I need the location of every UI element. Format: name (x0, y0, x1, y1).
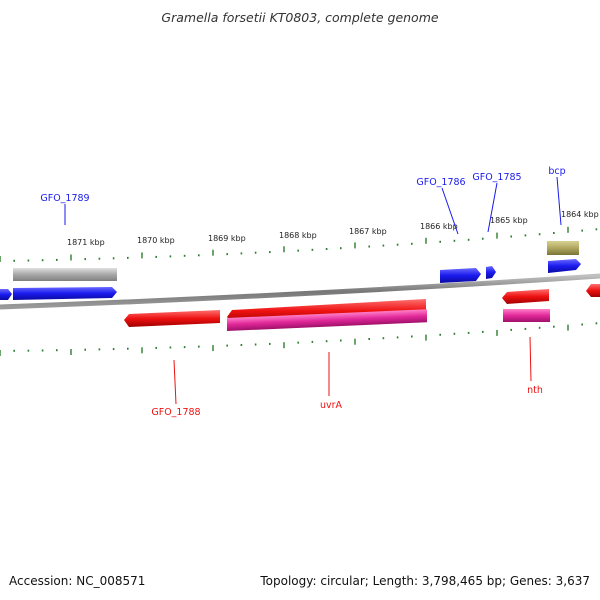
leader-gfo-1785 (487, 182, 498, 233)
label-bcp[interactable]: bcp (548, 166, 565, 177)
cds-arrow-gfo-1785[interactable] (486, 266, 496, 279)
cds-arrow-gfo-1789[interactable] (13, 287, 117, 300)
plus-strand-features (0, 241, 581, 300)
minus-strand-features (124, 284, 600, 332)
genome-backbone (0, 273, 600, 310)
scale-label-1871: 1871 kbp (67, 238, 105, 247)
label-gfo-1788[interactable]: GFO_1788 (151, 407, 200, 418)
cds-arrow-bcp[interactable] (548, 259, 581, 273)
leader-bcp (556, 176, 562, 226)
scale-label-1870: 1870 kbp (137, 236, 175, 245)
label-gfo-1785[interactable]: GFO_1785 (472, 172, 521, 183)
cds-arrow-gfo-1788[interactable] (124, 310, 220, 327)
scale-label-1869: 1869 kbp (208, 234, 246, 243)
scale-label-1867: 1867 kbp (349, 227, 387, 236)
scale-label-1864: 1864 kbp (561, 210, 599, 219)
cds-arrow-gfo-1786[interactable] (440, 268, 481, 283)
map-title: Gramella forsetii KT0803, complete genom… (161, 10, 438, 25)
leader-gfo-1788 (173, 359, 177, 405)
label-nth[interactable]: nth (527, 385, 543, 396)
upper-scale-ticks (0, 226, 598, 262)
cds-bar-nth[interactable] (503, 309, 550, 322)
label-gfo-1789[interactable]: GFO_1789 (40, 193, 89, 204)
scale-labels: 1871 kbp 1870 kbp 1869 kbp 1868 kbp 1867… (67, 210, 599, 247)
minus-gene-labels: GFO_1788 uvrA nth (151, 336, 543, 418)
label-uvra[interactable]: uvrA (320, 400, 343, 411)
cds-bar-uvra[interactable] (227, 309, 427, 332)
scale-label-1865: 1865 kbp (490, 216, 528, 225)
genome-summary-text: Topology: circular; Length: 3,798,465 bp… (260, 574, 590, 588)
leader-gfo-1786 (441, 187, 459, 235)
cds-arrow-nth[interactable] (502, 289, 549, 304)
lower-scale-ticks (0, 322, 598, 356)
scale-label-1866: 1866 kbp (420, 222, 458, 231)
rna-feature-bcp[interactable] (547, 241, 579, 255)
label-gfo-1786[interactable]: GFO_1786 (416, 177, 465, 188)
gene-bar-gfo-1789[interactable] (13, 268, 117, 281)
leader-nth (529, 336, 532, 382)
cds-arrow-right-edge[interactable] (586, 284, 600, 297)
accession-text: Accession: NC_008571 (9, 574, 146, 588)
cds-arrow-left-edge[interactable] (0, 289, 12, 300)
scale-label-1868: 1868 kbp (279, 231, 317, 240)
plus-gene-labels: GFO_1789 GFO_1786 GFO_1785 bcp (40, 166, 566, 235)
